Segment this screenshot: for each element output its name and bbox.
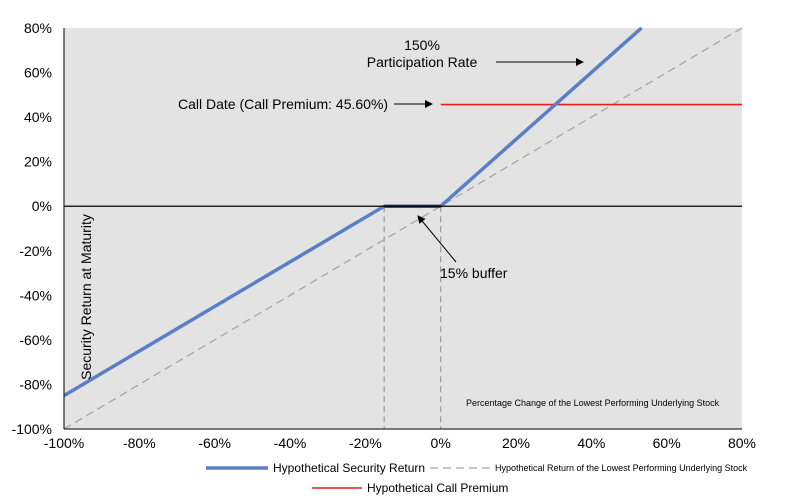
x-tick-label: 0%: [431, 435, 451, 451]
y-tick-label: -100%: [12, 421, 52, 437]
participation-rate-annotation-line1: 150%: [404, 37, 440, 53]
y-tick-label: -60%: [19, 332, 52, 348]
legend-label-underlying-return: Hypothetical Return of the Lowest Perfor…: [495, 463, 748, 473]
x-tick-label: -40%: [274, 435, 307, 451]
series-line-1: [63, 27, 743, 430]
x-tick-label: 80%: [728, 435, 756, 451]
x-tick-label: -100%: [44, 435, 84, 451]
y-tick-label: -80%: [19, 376, 52, 392]
call-date-annotation: Call Date (Call Premium: 45.60%): [178, 96, 388, 112]
buffer-annotation: 15% buffer: [440, 265, 508, 281]
y-tick-label: 60%: [24, 65, 52, 81]
x-tick-label: 60%: [653, 435, 681, 451]
y-tick-label: 80%: [24, 20, 52, 36]
y-tick-label: 0%: [32, 198, 52, 214]
x-tick-label: 20%: [502, 435, 530, 451]
x-axis-label: Percentage Change of the Lowest Performi…: [466, 398, 720, 408]
x-tick-label: -80%: [123, 435, 156, 451]
y-tick-label: -40%: [19, 287, 52, 303]
participation-rate-annotation-line2: Participation Rate: [367, 54, 478, 70]
x-tick-label: -60%: [198, 435, 231, 451]
y-tick-label: 20%: [24, 154, 52, 170]
y-axis-label: Security Return at Maturity: [78, 214, 94, 380]
y-tick-label: 40%: [24, 109, 52, 125]
legend-label-security-return: Hypothetical Security Return: [273, 461, 425, 475]
buffer-arrow: [417, 215, 457, 263]
legend-label-call-premium: Hypothetical Call Premium: [367, 481, 508, 495]
x-tick-label: -20%: [349, 435, 382, 451]
y-tick-label: -20%: [19, 243, 52, 259]
x-tick-label: 40%: [577, 435, 605, 451]
